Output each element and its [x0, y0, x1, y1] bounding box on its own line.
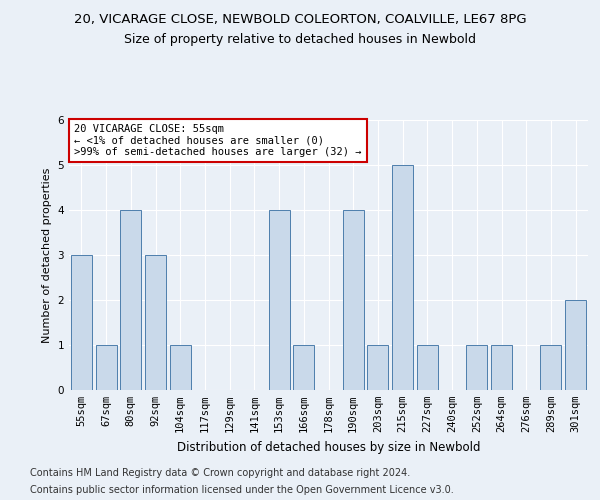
- Text: Contains HM Land Registry data © Crown copyright and database right 2024.: Contains HM Land Registry data © Crown c…: [30, 468, 410, 477]
- Bar: [170, 345, 191, 390]
- Bar: [293, 345, 314, 390]
- X-axis label: Distribution of detached houses by size in Newbold: Distribution of detached houses by size …: [177, 440, 480, 454]
- Text: Contains public sector information licensed under the Open Government Licence v3: Contains public sector information licen…: [30, 485, 454, 495]
- Bar: [269, 210, 290, 390]
- Bar: [71, 255, 92, 390]
- Bar: [392, 165, 413, 390]
- Bar: [541, 345, 562, 390]
- Text: Size of property relative to detached houses in Newbold: Size of property relative to detached ho…: [124, 32, 476, 46]
- Bar: [565, 300, 586, 390]
- Bar: [491, 345, 512, 390]
- Bar: [417, 345, 438, 390]
- Text: 20, VICARAGE CLOSE, NEWBOLD COLEORTON, COALVILLE, LE67 8PG: 20, VICARAGE CLOSE, NEWBOLD COLEORTON, C…: [74, 12, 526, 26]
- Bar: [145, 255, 166, 390]
- Bar: [343, 210, 364, 390]
- Y-axis label: Number of detached properties: Number of detached properties: [42, 168, 52, 342]
- Bar: [95, 345, 116, 390]
- Bar: [466, 345, 487, 390]
- Text: 20 VICARAGE CLOSE: 55sqm
← <1% of detached houses are smaller (0)
>99% of semi-d: 20 VICARAGE CLOSE: 55sqm ← <1% of detach…: [74, 124, 362, 157]
- Bar: [120, 210, 141, 390]
- Bar: [367, 345, 388, 390]
